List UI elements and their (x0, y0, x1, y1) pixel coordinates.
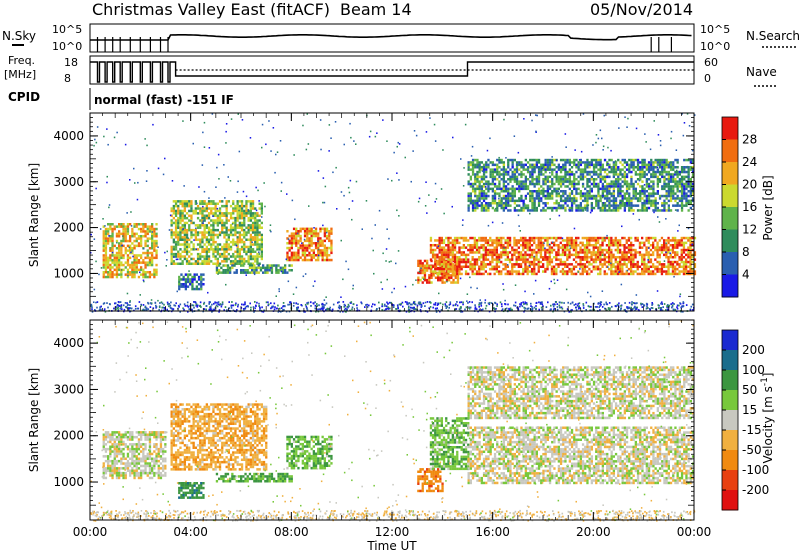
noise-tick-left-bottom: 10^0 (52, 40, 82, 53)
colorbar-swatch (722, 390, 738, 411)
y-tick-label: 2000 (53, 221, 84, 235)
colorbar-swatch (722, 184, 738, 208)
velocity-echo-region (467, 366, 695, 420)
colorbar-tick-label: -200 (742, 483, 769, 497)
noise-panel: N.Sky 10^5 10^0 10^5 10^0 N.Search (2, 23, 800, 53)
colorbar-tick-label: -15 (742, 423, 762, 437)
freq-label: Freq. (8, 54, 35, 67)
colorbar-swatch (722, 490, 738, 511)
power-panel: 1000 2000 3000 4000 Slant Range [km] 4 8 12 16… (27, 112, 775, 313)
velocity-echo-region (102, 431, 167, 480)
x-tick-label: 04:00 (173, 525, 208, 539)
colorbar-tick-label: 200 (742, 343, 765, 357)
power-echo-region (429, 236, 697, 276)
x-tick-label: 20:00 (576, 525, 611, 539)
colorbar-tick-label: 15 (742, 403, 757, 417)
velocity-echo-region (417, 468, 444, 493)
colorbar-tick-label: -50 (742, 443, 762, 457)
nave-label: Nave (746, 65, 777, 79)
cpid-text: normal (fast) -151 IF (94, 93, 234, 107)
colorbar-swatch (722, 229, 738, 253)
power-y-axis-label: Slant Range [km] (27, 163, 41, 267)
colorbar-tick-label: 50 (742, 383, 757, 397)
colorbar-swatch (722, 252, 738, 275)
velocity-echo-region (178, 482, 205, 499)
colorbar-swatch (722, 207, 738, 230)
velocity-echo-region (170, 403, 268, 471)
colorbar-tick-label: 100 (742, 363, 765, 377)
nave-tick-bottom: 0 (704, 72, 711, 85)
colorbar-tick-label: 8 (742, 245, 750, 259)
colorbar-swatch (722, 450, 738, 471)
noise-gap-markers (96, 37, 672, 52)
velocity-colorbar: 200 100 50 15 -15 -50 -100 -200 (721, 329, 769, 511)
noise-sky-trace (90, 34, 692, 41)
noise-tick-right-bottom: 10^0 (700, 40, 730, 53)
y-tick-label: 4000 (53, 336, 84, 350)
freq-unit-label: [MHz] (4, 68, 36, 81)
velocity-panel: 1000 2000 3000 4000 Slant Range [km] 200 100… (27, 319, 775, 522)
noise-tick-right-top: 10^5 (700, 23, 730, 36)
colorbar-tick-label: 20 (742, 178, 757, 192)
x-axis-label: Time UT (366, 539, 417, 553)
colorbar-swatch (722, 139, 738, 163)
y-tick-label: 1000 (53, 266, 84, 280)
station-title: Christmas Valley East (fitACF) (92, 0, 330, 19)
colorbar-tick-label: 16 (742, 200, 757, 214)
x-tick-label: 00:00 (73, 525, 108, 539)
colorbar-swatch (722, 162, 738, 185)
freq-tick-bottom: 8 (64, 72, 71, 85)
velocity-colorbar-label: Velocity [m s-1] (760, 373, 775, 464)
y-tick-label: 2000 (53, 429, 84, 443)
nave-tick-top: 60 (704, 56, 718, 69)
velocity-y-axis-label: Slant Range [km] (27, 368, 41, 472)
x-tick-label: 12:00 (375, 525, 410, 539)
colorbar-tick-label: 28 (742, 133, 757, 147)
power-near-range-speckle (90, 113, 696, 313)
nsearch-label: N.Search (746, 29, 800, 43)
x-tick-label: 16:00 (475, 525, 510, 539)
power-echo-region (170, 200, 263, 265)
colorbar-tick-label: -100 (742, 463, 769, 477)
power-echo-region (467, 158, 695, 212)
y-tick-label: 3000 (53, 175, 84, 189)
y-tick-label: 3000 (53, 382, 84, 396)
noise-tick-left-top: 10^5 (52, 23, 82, 36)
colorbar-swatch (722, 470, 738, 491)
y-tick-label: 4000 (53, 129, 84, 143)
colorbar-swatch (722, 410, 738, 431)
colorbar-swatch (722, 350, 738, 371)
colorbar-tick-label: 24 (742, 155, 757, 169)
freq-tick-top: 18 (64, 56, 78, 69)
x-tick-label: 00:00 (677, 525, 712, 539)
colorbar-swatch (722, 117, 738, 140)
power-echo-region (215, 264, 293, 274)
nsky-label: N.Sky (2, 29, 36, 43)
colorbar-swatch (722, 274, 738, 298)
colorbar-swatch (722, 330, 738, 351)
power-colorbar: 4 8 12 16 20 24 28 (721, 116, 757, 298)
power-echo-regions (90, 113, 697, 313)
power-echo-region (178, 273, 205, 291)
beam-title: Beam 14 (340, 0, 412, 19)
power-echo-region (286, 227, 333, 262)
colorbar-swatch (722, 430, 738, 451)
velocity-echo-region (286, 435, 333, 470)
colorbar-tick-label: 4 (742, 268, 750, 282)
colorbar-tick-label: 12 (742, 223, 757, 237)
x-tick-label: 08:00 (274, 525, 309, 539)
date-title: 05/Nov/2014 (590, 0, 693, 19)
velocity-echo-regions (90, 320, 696, 522)
velocity-echo-region (467, 426, 695, 485)
colorbar-swatch (722, 370, 738, 391)
velocity-echo-region (429, 417, 470, 471)
power-colorbar-label: Power [dB] (761, 175, 775, 240)
frequency-panel: Freq. [MHz] 18 8 60 0 Nave (4, 54, 777, 87)
velocity-echo-region (215, 472, 293, 483)
power-echo-region (102, 223, 158, 279)
cpid-label: CPID (8, 90, 40, 104)
y-tick-label: 1000 (53, 475, 84, 489)
frequency-trace (90, 61, 694, 83)
